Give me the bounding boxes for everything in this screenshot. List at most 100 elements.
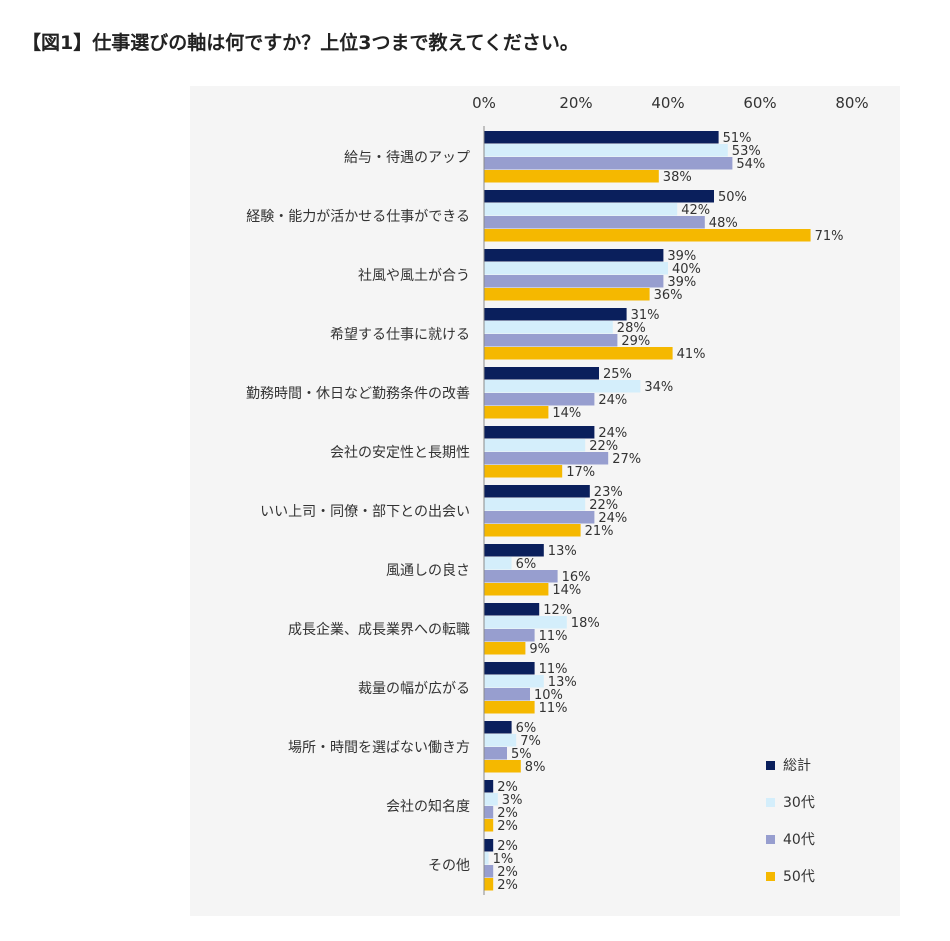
value-label: 36%: [654, 288, 683, 303]
bar: [484, 393, 595, 406]
value-label: 31%: [631, 308, 660, 323]
value-label: 6%: [516, 721, 537, 736]
bar: [484, 701, 535, 714]
chart-title: 【図1】仕事選びの軸は何ですか？上位3つまで教えてください。: [22, 32, 579, 54]
value-label: 12%: [543, 603, 572, 618]
value-label: 2%: [497, 780, 518, 795]
bar: [484, 616, 567, 629]
category-label: 希望する仕事に就ける: [330, 327, 470, 343]
bar: [484, 347, 673, 360]
bar: [484, 334, 618, 347]
bar: [484, 439, 586, 452]
value-label: 50%: [718, 190, 747, 205]
value-label: 11%: [539, 629, 568, 644]
value-label: 39%: [667, 275, 696, 290]
x-tick-label: 80%: [835, 94, 868, 112]
value-label: 2%: [497, 806, 518, 821]
bar: [484, 262, 668, 275]
value-label: 41%: [677, 347, 706, 362]
bar: [484, 806, 494, 819]
value-label: 14%: [552, 583, 581, 598]
bar: [484, 170, 659, 183]
value-label: 2%: [497, 839, 518, 854]
bar: [484, 511, 595, 524]
bar: [484, 603, 540, 616]
bar: [484, 367, 599, 380]
category-label: 裁量の幅が広がる: [358, 681, 470, 697]
bar: [484, 688, 530, 701]
value-label: 22%: [589, 498, 618, 513]
value-label: 54%: [736, 157, 765, 172]
bar: [484, 760, 521, 773]
bar: [484, 157, 733, 170]
category-label: 勤務時間・休日など勤務条件の改善: [246, 385, 470, 402]
bar: [484, 216, 705, 229]
value-label: 24%: [598, 511, 627, 526]
bar: [484, 675, 544, 688]
chart-area: 0% 20% 40% 60% 80% 給与・待遇のアップ 51% 53% 54% 38% 経験・能力…: [190, 86, 900, 916]
bar: [484, 275, 664, 288]
legend-label: 30代: [783, 795, 815, 811]
value-label: 11%: [539, 701, 568, 716]
bar: [484, 380, 641, 393]
bar: [484, 426, 595, 439]
category-label: その他: [428, 858, 470, 874]
value-label: 42%: [681, 203, 710, 218]
category-label: 成長企業、成長業界への転職: [288, 621, 470, 638]
value-label: 28%: [617, 321, 646, 336]
bar: [484, 249, 664, 262]
bar: [484, 583, 549, 596]
value-label: 24%: [598, 393, 627, 408]
value-label: 51%: [723, 131, 752, 146]
bar: [484, 288, 650, 301]
value-label: 1%: [493, 852, 514, 867]
bar: [484, 793, 498, 806]
value-label: 48%: [709, 216, 738, 231]
value-label: 34%: [644, 380, 673, 395]
bar: [484, 452, 609, 465]
bar: [484, 780, 494, 793]
value-label: 38%: [663, 170, 692, 185]
bar: [484, 524, 581, 537]
bar: [484, 865, 494, 878]
bar: [484, 819, 494, 832]
bar: [484, 203, 678, 216]
value-label: 11%: [539, 662, 568, 677]
category-label: 給与・待遇のアップ: [344, 150, 470, 166]
value-label: 24%: [598, 426, 627, 441]
legend-swatch: [766, 835, 775, 844]
legend-swatch: [766, 761, 775, 770]
bar: [484, 839, 494, 852]
bar: [484, 629, 535, 642]
value-label: 10%: [534, 688, 563, 703]
value-label: 2%: [497, 865, 518, 880]
bar: [484, 131, 719, 144]
value-label: 3%: [502, 793, 523, 808]
bar: [484, 321, 613, 334]
bar: [484, 465, 563, 478]
value-label: 27%: [612, 452, 641, 467]
value-label: 40%: [672, 262, 701, 277]
value-label: 18%: [571, 616, 600, 631]
category-label: いい上司・同僚・部下との出会い: [260, 504, 470, 520]
value-label: 14%: [552, 406, 581, 421]
value-label: 2%: [497, 878, 518, 893]
bar: [484, 642, 526, 655]
bar: [484, 878, 494, 891]
bar: [484, 557, 512, 570]
bar: [484, 570, 558, 583]
value-label: 13%: [548, 544, 577, 559]
x-tick-label: 60%: [743, 94, 776, 112]
legend-label: 50代: [783, 869, 815, 885]
x-tick-label: 20%: [559, 94, 592, 112]
value-label: 8%: [525, 760, 546, 775]
category-label: 会社の知名度: [386, 798, 470, 815]
value-label: 6%: [516, 557, 537, 572]
category-label: 会社の安定性と長期性: [330, 445, 470, 461]
value-label: 16%: [562, 570, 591, 585]
bar: [484, 190, 714, 203]
bar: [484, 747, 507, 760]
legend-label: 40代: [783, 832, 815, 848]
category-label: 経験・能力が活かせる仕事ができる: [246, 209, 470, 225]
bar: [484, 544, 544, 557]
